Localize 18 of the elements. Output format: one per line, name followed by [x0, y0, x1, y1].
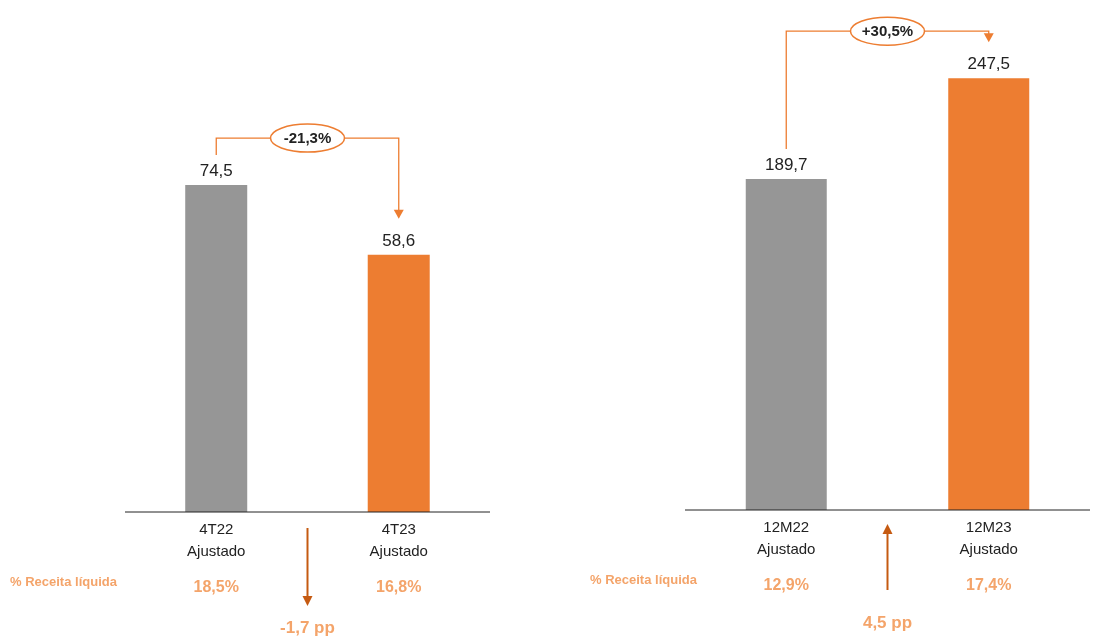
text: % Receita líquida — [590, 572, 698, 587]
data-label: 74,5 — [199, 161, 233, 181]
x-tick-label: 4T22 Ajustado — [187, 520, 246, 559]
data-label: 189,7 — [764, 155, 808, 175]
text: 4,5 pp — [862, 613, 913, 632]
x-tick-label: 12M22 Ajustado — [757, 518, 816, 557]
text: 17,4% — [966, 576, 1012, 593]
text: +30,5% — [861, 22, 914, 40]
text: 16,8% — [376, 578, 422, 595]
data-label: 247,5 — [967, 54, 1011, 74]
text: 18,5% — [193, 578, 239, 595]
x-tick-label: 12M23 Ajustado — [959, 518, 1018, 557]
text: -21,3% — [283, 129, 332, 147]
text: 12,9% — [763, 576, 809, 593]
data-label: 58,6 — [382, 230, 416, 250]
text: % Receita líquida — [10, 574, 118, 589]
x-tick-label: 4T23 Ajustado — [369, 520, 428, 559]
text: -1,7 pp — [280, 618, 335, 637]
